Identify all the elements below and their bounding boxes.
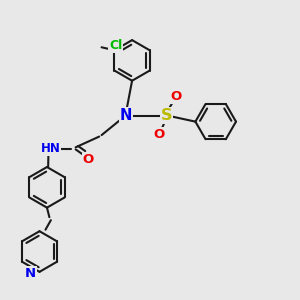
Text: N: N xyxy=(25,267,36,280)
Text: HN: HN xyxy=(41,142,61,155)
Text: O: O xyxy=(82,153,94,167)
Text: O: O xyxy=(153,128,165,141)
Text: S: S xyxy=(161,108,172,123)
Text: O: O xyxy=(170,90,182,103)
Text: N: N xyxy=(120,108,132,123)
Text: Cl: Cl xyxy=(109,39,122,52)
